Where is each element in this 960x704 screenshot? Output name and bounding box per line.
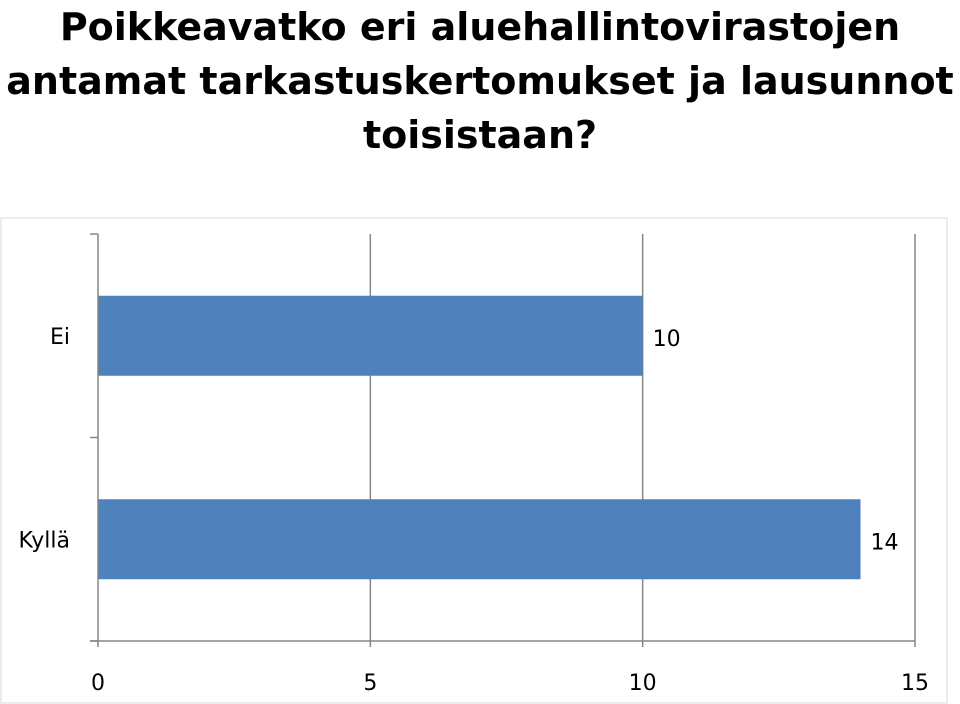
x-tick-label: 15 — [901, 671, 929, 696]
bars — [98, 295, 861, 580]
chart-title-line-2: antamat tarkastuskertomukset ja lausunno… — [6, 59, 954, 103]
labels: 0 5 10 15 Ei 10 Kyllä 14 — [18, 325, 929, 696]
plot-border — [0, 217, 948, 704]
x-tick-label: 10 — [629, 671, 657, 696]
x-tick-label: 5 — [363, 671, 377, 696]
data-label: 14 — [871, 530, 899, 555]
category-label: Kyllä — [18, 528, 70, 553]
chart-title: Poikkeavatko eri aluehallintovirastojen … — [0, 0, 960, 162]
bar-ei — [98, 295, 643, 376]
x-tick-label: 0 — [91, 671, 105, 696]
chart-title-line-3: toisistaan? — [362, 113, 598, 157]
chart-title-line-1: Poikkeavatko eri aluehallintovirastojen — [59, 5, 901, 49]
bar-kyll- — [98, 499, 861, 580]
data-label: 10 — [653, 327, 681, 352]
category-label: Ei — [50, 325, 70, 350]
axes — [90, 233, 916, 647]
gridlines — [369, 234, 916, 641]
